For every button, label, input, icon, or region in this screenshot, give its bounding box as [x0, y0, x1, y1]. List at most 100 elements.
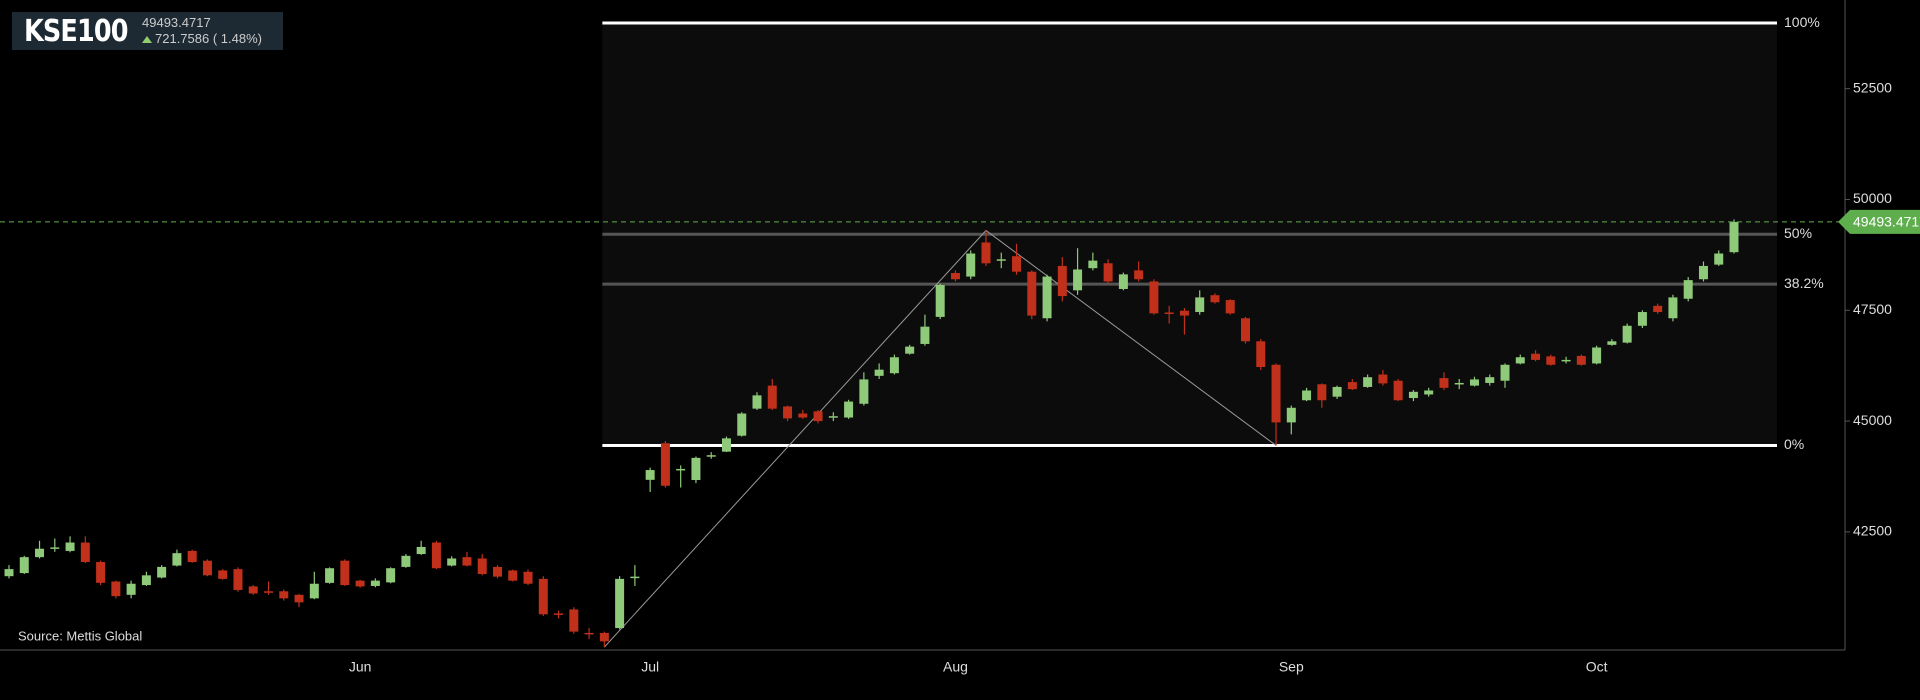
candle-body	[630, 576, 640, 579]
candle-body	[1454, 382, 1464, 385]
candle-body	[416, 546, 426, 555]
fib-label: 38.2%	[1784, 275, 1824, 291]
candle-body	[996, 259, 1006, 261]
candle-body	[1515, 357, 1525, 364]
candle-body	[35, 548, 45, 558]
candle-body	[538, 578, 548, 615]
candle-body	[554, 613, 564, 615]
y-tick-label: 47500	[1853, 301, 1892, 317]
candle-body	[737, 413, 747, 436]
candle-body	[172, 553, 182, 566]
candle-body	[1241, 318, 1251, 342]
last-price-label: 49493.4717	[1853, 214, 1920, 230]
candle-body	[1332, 386, 1342, 397]
candle-body	[1424, 390, 1434, 395]
last-price-tag	[1838, 209, 1920, 234]
change: 721.7586 ( 1.48%)	[142, 31, 262, 47]
candle-body	[1149, 281, 1159, 314]
candle-body	[294, 594, 304, 603]
candle-body	[233, 569, 243, 590]
candle-body	[1531, 353, 1541, 360]
candle-body	[706, 455, 716, 457]
candle-body	[1027, 271, 1037, 316]
candle-body	[523, 571, 533, 584]
candle-body	[1500, 364, 1510, 381]
candle-body	[1317, 384, 1327, 401]
candle-body	[141, 575, 151, 586]
candle-body	[905, 346, 915, 354]
candle-body	[508, 570, 518, 581]
candle-body	[218, 570, 228, 579]
y-tick-label: 42500	[1853, 523, 1892, 539]
candle-body	[584, 632, 594, 635]
candle-body	[4, 569, 14, 577]
candle-body	[447, 558, 457, 566]
candle-body	[1576, 355, 1586, 365]
candle-body	[1164, 312, 1174, 314]
candle-body	[920, 326, 930, 344]
fib-label: 100%	[1784, 14, 1820, 30]
candle-body	[752, 395, 762, 409]
candle-body	[202, 560, 212, 576]
quote: 49493.4717 721.7586 ( 1.48%)	[142, 15, 262, 47]
candle-body	[660, 443, 670, 486]
candle-body	[1088, 260, 1098, 269]
candle-body	[96, 562, 106, 583]
candle-body	[676, 468, 686, 471]
candle-body	[1179, 310, 1189, 316]
candle-body	[813, 411, 823, 422]
candle-body	[1408, 391, 1418, 399]
candle-body	[1698, 265, 1708, 280]
candle-body	[1546, 356, 1556, 365]
candle-body	[1302, 390, 1312, 401]
candle-body	[1118, 274, 1128, 289]
candle-body	[1469, 379, 1479, 386]
candle-body	[1286, 407, 1296, 423]
candle-body	[1637, 312, 1647, 326]
candle-body	[111, 581, 121, 597]
candle-body	[615, 578, 625, 629]
candle-body	[1683, 280, 1693, 299]
candle-body	[798, 413, 808, 418]
candle-body	[1729, 221, 1739, 253]
candle-body	[569, 609, 579, 632]
candle-body	[355, 580, 365, 587]
candle-body	[1195, 297, 1205, 313]
candle-body	[386, 568, 396, 583]
candle-body	[966, 253, 976, 277]
candle-body	[844, 401, 854, 418]
candle-body	[157, 566, 167, 578]
candle-body	[645, 470, 655, 480]
candle-body	[950, 273, 960, 280]
candle-body	[1210, 295, 1220, 303]
candle-body	[1714, 253, 1724, 265]
candle-body	[1592, 347, 1602, 364]
candle-body	[1271, 364, 1281, 423]
x-tick-label: Jul	[641, 659, 659, 675]
price: 49493.4717	[142, 15, 211, 30]
candle-body	[783, 406, 793, 419]
candle-body	[1439, 378, 1449, 388]
candle-body	[1561, 359, 1571, 362]
candle-body	[401, 555, 411, 567]
candle-body	[1256, 341, 1266, 367]
candle-body	[492, 566, 502, 577]
x-tick-label: Aug	[943, 659, 968, 675]
candle-body	[462, 557, 472, 566]
x-tick-label: Sep	[1279, 659, 1304, 675]
symbol-header: KSE100 49493.4717 721.7586 ( 1.48%)	[12, 12, 283, 50]
candle-body	[1073, 269, 1083, 291]
x-tick-label: Jun	[349, 659, 372, 675]
candle-body	[1607, 341, 1617, 345]
candle-body	[1653, 305, 1663, 313]
candle-body	[187, 550, 197, 563]
candle-body	[889, 357, 899, 374]
y-tick-label: 50000	[1853, 190, 1892, 206]
candle-body	[935, 284, 945, 317]
candle-body	[828, 416, 838, 418]
candle-body	[599, 632, 609, 642]
candle-body	[767, 385, 777, 409]
candle-body	[248, 586, 258, 594]
candle-body	[325, 568, 335, 583]
candle-body	[65, 542, 75, 551]
